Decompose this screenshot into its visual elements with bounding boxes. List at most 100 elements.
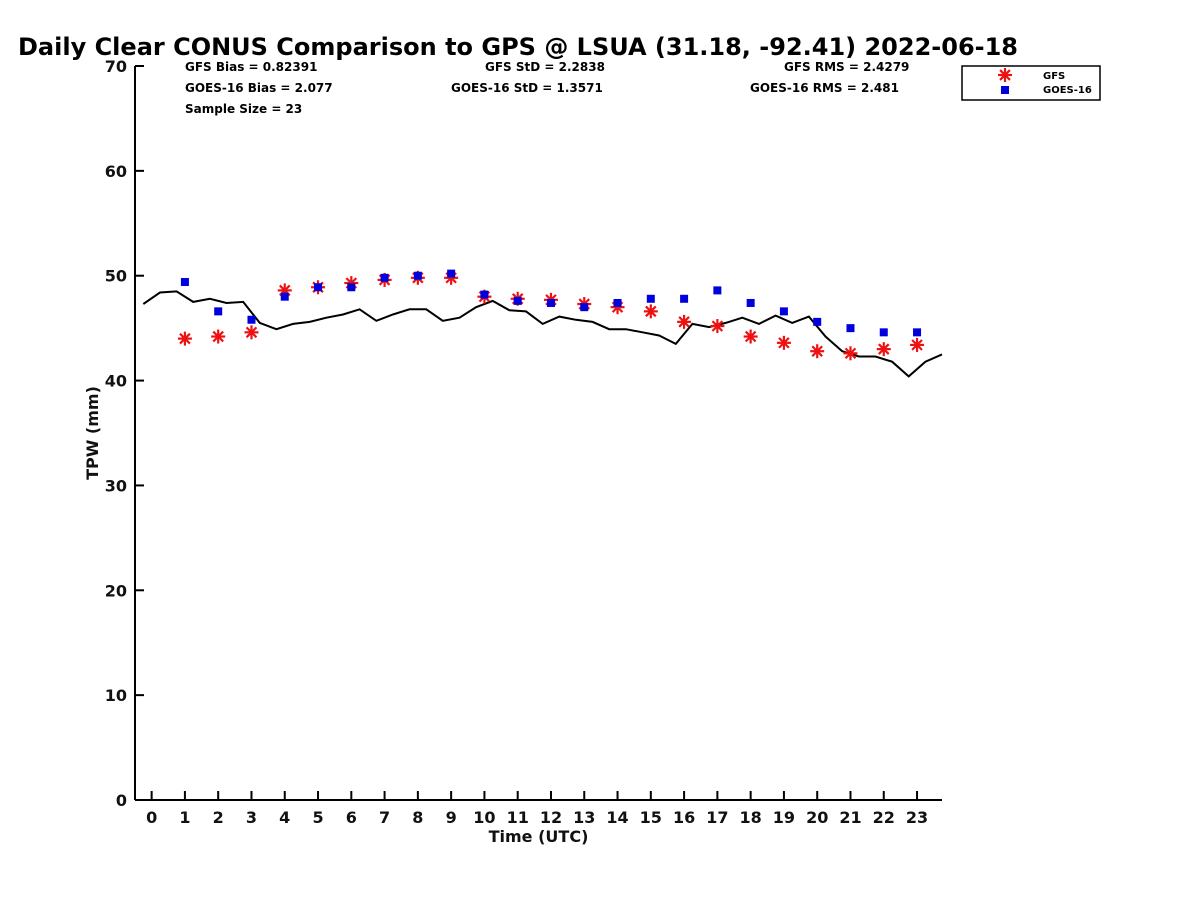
gps-line-layer [142, 290, 943, 378]
x-tick-label: 4 [279, 808, 290, 827]
x-tick-label: 15 [640, 808, 662, 827]
goes-point [580, 303, 589, 312]
gfs-point [743, 329, 758, 344]
goes-point [779, 307, 788, 316]
gfs-point [876, 342, 891, 357]
gfs-series [177, 270, 925, 361]
goes-point [879, 328, 888, 337]
goes-point [214, 307, 223, 316]
y-tick-label: 40 [105, 372, 127, 391]
gfs-point [776, 335, 791, 350]
gfs-bias-stat: GFS Bias = 0.82391 [185, 60, 317, 74]
x-tick-label: 18 [740, 808, 762, 827]
goes-point [746, 298, 755, 307]
x-tick-label: 13 [573, 808, 595, 827]
gfs-std-stat: GFS StD = 2.2838 [485, 60, 605, 74]
x-tick-label: 7 [379, 808, 390, 827]
gfs-point [211, 329, 226, 344]
legend-gfs-marker [998, 68, 1012, 82]
goes-point [846, 324, 855, 333]
asterisk-stroke [778, 337, 790, 349]
y-tick-label: 70 [105, 57, 127, 76]
legend-goes-marker [1001, 86, 1009, 94]
goes-point [680, 294, 689, 303]
x-tick-label: 21 [839, 808, 861, 827]
sample-size-stat: Sample Size = 23 [185, 102, 302, 116]
goes-point [447, 269, 456, 278]
y-tick-label: 30 [105, 476, 127, 495]
legend-gfs-asterisk [998, 68, 1012, 82]
gps-series-line [142, 290, 943, 378]
asterisk-stroke [245, 326, 258, 339]
x-tick-label: 23 [906, 808, 928, 827]
asterisk-stroke [878, 343, 890, 355]
asterisk-stroke [179, 332, 191, 345]
x-tick-label: 20 [806, 808, 828, 827]
x-tick-label: 19 [773, 808, 795, 827]
asterisk-stroke [911, 339, 923, 351]
y-tick-label: 0 [116, 791, 127, 810]
goes-point [546, 298, 555, 307]
x-tick-label: 5 [312, 808, 323, 827]
x-tick-label: 12 [540, 808, 562, 827]
legend-gfs-label: GFS [1043, 71, 1065, 82]
goes-rms-stat: GOES-16 RMS = 2.481 [750, 81, 899, 95]
y-tick-label: 20 [105, 581, 127, 600]
goes-point [347, 283, 356, 292]
legend: GFS GOES-16 [961, 65, 1101, 101]
goes-point [380, 273, 389, 282]
goes-point [513, 296, 522, 305]
goes-series [180, 269, 922, 337]
gfs-rms-stat: GFS RMS = 2.4279 [784, 60, 909, 74]
y-tick-label: 50 [105, 267, 127, 286]
goes-point [646, 294, 655, 303]
goes-point [613, 298, 622, 307]
y-axis-label: TPW (mm) [83, 386, 102, 480]
goes-point [413, 271, 422, 280]
y-tick-label: 60 [105, 162, 127, 181]
gfs-point [677, 314, 692, 329]
goes-point [247, 315, 256, 324]
asterisk-stroke [999, 69, 1011, 81]
gfs-point [244, 325, 259, 340]
asterisk-stroke [711, 320, 724, 332]
legend-goes-label: GOES-16 [1043, 85, 1092, 96]
x-tick-label: 3 [246, 808, 257, 827]
goes-point [314, 283, 323, 292]
asterisk-stroke [645, 305, 657, 318]
asterisk-stroke [678, 316, 690, 328]
x-tick-label: 16 [673, 808, 695, 827]
x-tick-label: 10 [473, 808, 495, 827]
x-tick-label: 8 [412, 808, 423, 827]
goes-point [813, 317, 822, 326]
x-tick-label: 22 [873, 808, 895, 827]
x-tick-label: 0 [146, 808, 157, 827]
x-tick-label: 17 [706, 808, 728, 827]
asterisk-stroke [744, 330, 757, 343]
x-axis-label: Time (UTC) [489, 827, 589, 846]
x-tick-label: 14 [606, 808, 628, 827]
goes-std-stat: GOES-16 StD = 1.3571 [451, 81, 603, 95]
goes-bias-stat: GOES-16 Bias = 2.077 [185, 81, 333, 95]
x-tick-label: 6 [346, 808, 357, 827]
gfs-point [810, 344, 825, 359]
x-tick-label: 2 [213, 808, 224, 827]
asterisk-stroke [811, 345, 823, 357]
x-tick-label: 11 [507, 808, 529, 827]
goes-point [713, 286, 722, 295]
x-tick-label: 9 [446, 808, 457, 827]
gfs-point [643, 304, 658, 319]
gfs-point [710, 319, 725, 334]
gfs-point [910, 337, 925, 352]
chart-title: Daily Clear CONUS Comparison to GPS @ LS… [18, 33, 1018, 61]
goes-point [913, 328, 922, 337]
x-tick-label: 1 [179, 808, 190, 827]
asterisk-stroke [844, 347, 857, 360]
goes-point [280, 292, 289, 301]
asterisk-stroke [212, 330, 224, 343]
legend-box [961, 65, 1101, 101]
goes-point [480, 290, 489, 299]
gfs-point [843, 346, 858, 361]
